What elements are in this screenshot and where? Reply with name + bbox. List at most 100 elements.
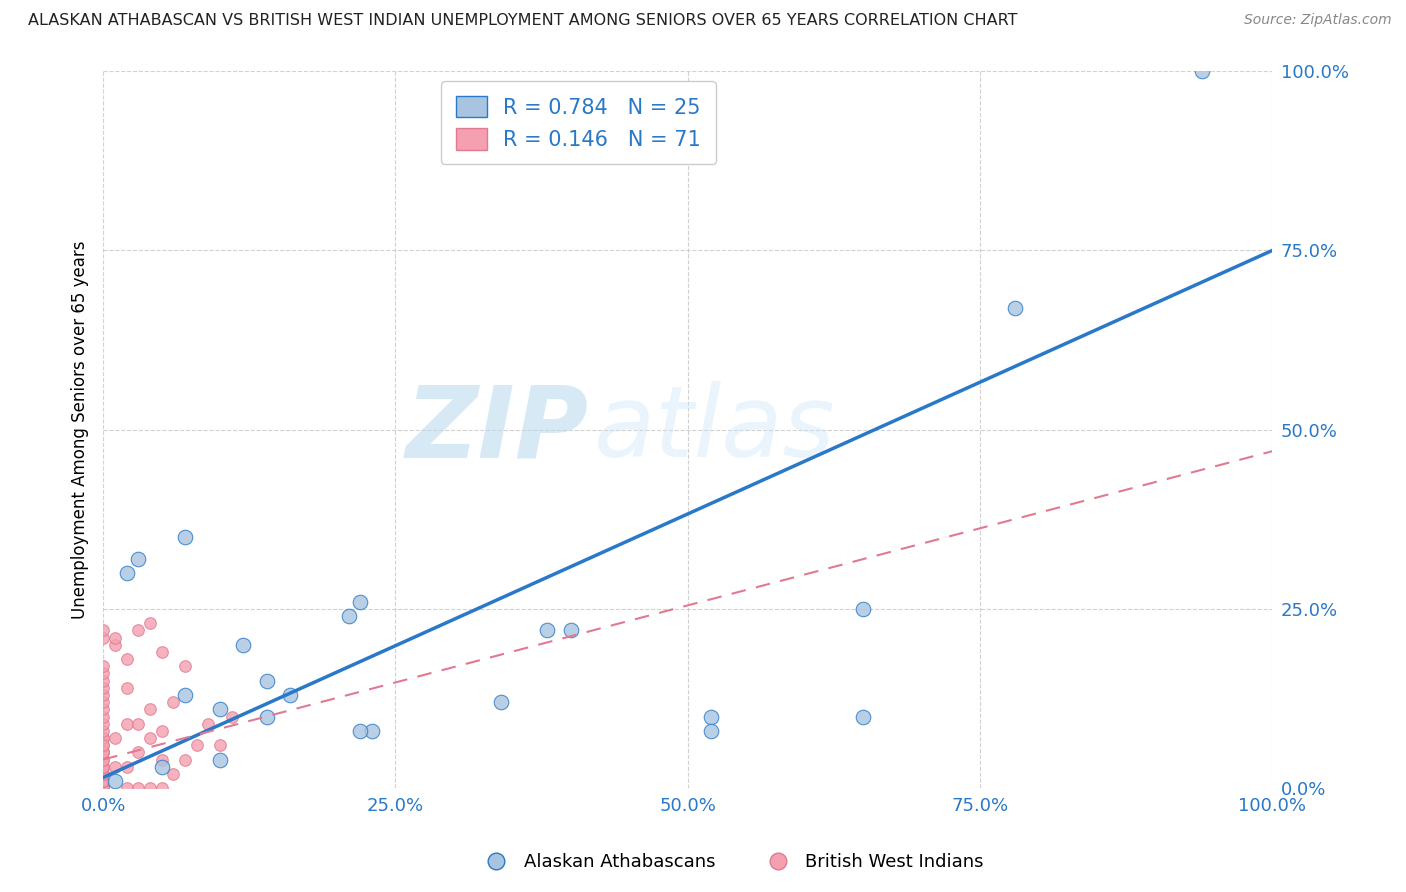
Point <box>104 774 127 789</box>
Point <box>91 731 114 745</box>
Point <box>91 659 114 673</box>
Point <box>91 738 114 752</box>
Point <box>174 688 197 702</box>
Point <box>91 781 114 796</box>
Point <box>104 638 127 652</box>
Point <box>174 530 197 544</box>
Point <box>1191 64 1213 78</box>
Point <box>209 753 232 767</box>
Point <box>852 602 875 616</box>
Point <box>91 781 114 796</box>
Point <box>349 595 371 609</box>
Point <box>91 767 114 781</box>
Point <box>150 723 173 738</box>
Point <box>150 781 173 796</box>
Point <box>91 774 114 789</box>
Text: atlas: atlas <box>595 381 837 478</box>
Point <box>91 781 114 796</box>
Point <box>91 774 114 789</box>
Point <box>115 760 138 774</box>
Point <box>115 566 138 580</box>
Point <box>337 609 360 624</box>
Point <box>104 631 127 645</box>
Point <box>197 716 219 731</box>
Point <box>91 760 114 774</box>
Point <box>139 731 162 745</box>
Point <box>139 781 162 796</box>
Point <box>115 716 138 731</box>
Point <box>91 745 114 759</box>
Point <box>91 709 114 723</box>
Point <box>150 645 173 659</box>
Point <box>91 753 114 767</box>
Point <box>91 666 114 681</box>
Point <box>91 631 114 645</box>
Point <box>221 709 243 723</box>
Text: Source: ZipAtlas.com: Source: ZipAtlas.com <box>1244 13 1392 28</box>
Point <box>489 695 512 709</box>
Point <box>91 731 114 745</box>
Point <box>91 688 114 702</box>
Point <box>91 781 114 796</box>
Point <box>91 774 114 789</box>
Point <box>91 624 114 638</box>
Text: ZIP: ZIP <box>405 381 589 478</box>
Point <box>91 781 114 796</box>
Point <box>91 681 114 695</box>
Point <box>91 767 114 781</box>
Point <box>150 753 173 767</box>
Point <box>91 760 114 774</box>
Point <box>91 738 114 752</box>
Point <box>91 781 114 796</box>
Point <box>139 616 162 631</box>
Legend: R = 0.784   N = 25, R = 0.146   N = 71: R = 0.784 N = 25, R = 0.146 N = 71 <box>441 81 716 164</box>
Point <box>278 688 301 702</box>
Point <box>91 774 114 789</box>
Point <box>139 702 162 716</box>
Point <box>104 731 127 745</box>
Point <box>536 624 558 638</box>
Point <box>560 624 582 638</box>
Point <box>209 702 232 716</box>
Point <box>91 781 114 796</box>
Legend: Alaskan Athabascans, British West Indians: Alaskan Athabascans, British West Indian… <box>471 847 991 879</box>
Point <box>186 738 208 752</box>
Point <box>852 709 875 723</box>
Point <box>150 760 173 774</box>
Point <box>91 673 114 688</box>
Point <box>91 702 114 716</box>
Point <box>1004 301 1026 315</box>
Point <box>91 695 114 709</box>
Point <box>127 745 149 759</box>
Point <box>91 753 114 767</box>
Point <box>700 709 723 723</box>
Point <box>91 781 114 796</box>
Point <box>91 781 114 796</box>
Point <box>91 767 114 781</box>
Point <box>361 723 384 738</box>
Text: ALASKAN ATHABASCAN VS BRITISH WEST INDIAN UNEMPLOYMENT AMONG SENIORS OVER 65 YEA: ALASKAN ATHABASCAN VS BRITISH WEST INDIA… <box>28 13 1018 29</box>
Y-axis label: Unemployment Among Seniors over 65 years: Unemployment Among Seniors over 65 years <box>72 240 89 619</box>
Point <box>115 652 138 666</box>
Point <box>174 659 197 673</box>
Point <box>115 681 138 695</box>
Point <box>174 753 197 767</box>
Point <box>91 745 114 759</box>
Point <box>209 738 232 752</box>
Point <box>91 745 114 759</box>
Point <box>162 767 184 781</box>
Point <box>127 624 149 638</box>
Point <box>91 760 114 774</box>
Point <box>104 760 127 774</box>
Point <box>91 723 114 738</box>
Point <box>127 551 149 566</box>
Point <box>127 781 149 796</box>
Point <box>700 723 723 738</box>
Point <box>256 673 278 688</box>
Point <box>256 709 278 723</box>
Point <box>115 781 138 796</box>
Point <box>91 781 114 796</box>
Point <box>91 781 114 796</box>
Point <box>232 638 254 652</box>
Point <box>91 716 114 731</box>
